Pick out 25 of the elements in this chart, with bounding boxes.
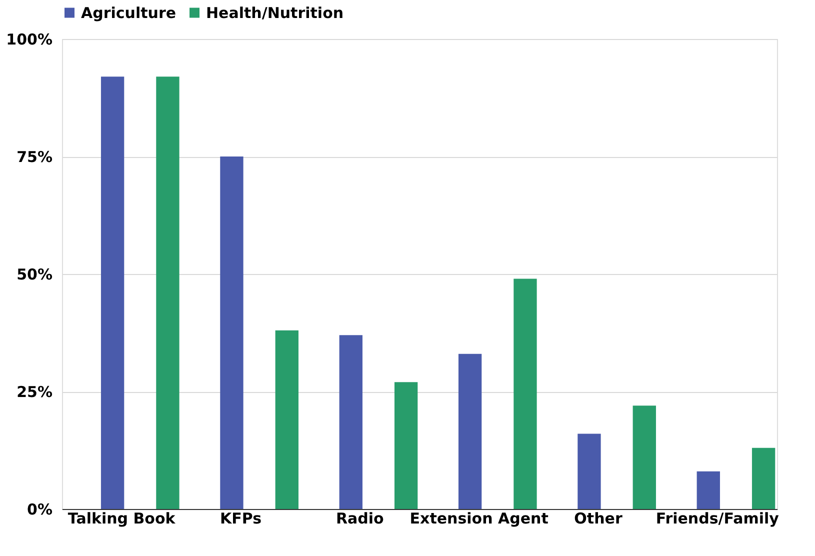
legend-label: Health/Nutrition [206,4,344,22]
bar [275,330,298,509]
y-tick-label: 50% [16,266,52,284]
y-tick-label: 75% [16,148,52,166]
bar [100,76,124,509]
x-tick-label: Talking Book [68,510,176,528]
bar [752,448,776,509]
bar [632,406,656,509]
x-tick-label: Friends/Family [656,510,780,528]
y-tick-label: 0% [27,500,52,518]
y-tick-label: 25% [16,383,52,401]
bar [514,278,537,509]
legend-label: Agriculture [81,4,176,22]
bar [696,471,720,509]
bar [220,156,244,509]
bar [578,434,601,509]
x-tick-label: Other [574,510,623,528]
bar [394,382,418,509]
bar [156,76,180,509]
x-tick-label: KFPs [220,510,262,528]
x-tick-label: Extension Agent [410,510,548,528]
bar [339,335,362,509]
y-tick-label: 100% [6,30,52,48]
x-tick-label: Radio [336,510,384,528]
bar [458,354,482,509]
